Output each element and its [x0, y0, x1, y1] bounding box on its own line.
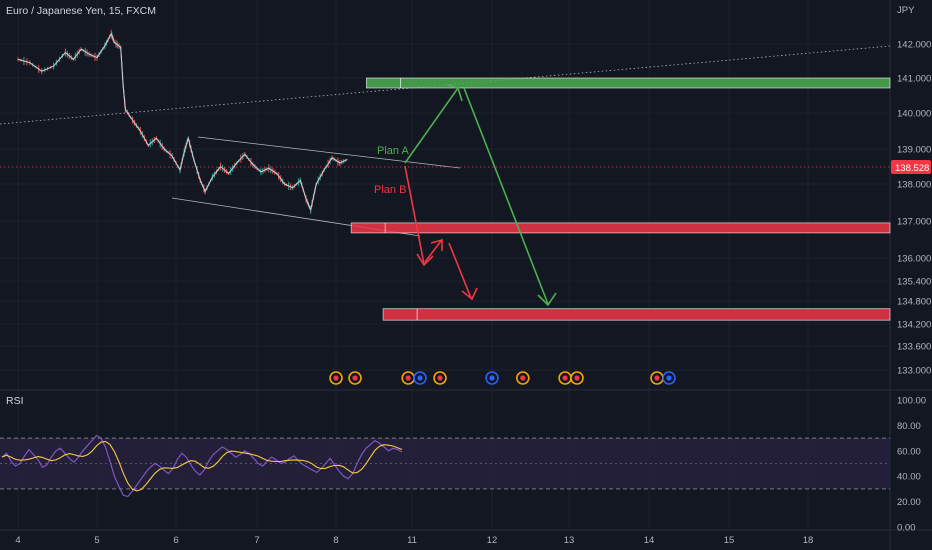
- rsi-axis[interactable]: 100.00 80.00 60.00 40.00 20.00 0.00: [897, 396, 926, 534]
- rsi-label: RSI: [6, 395, 24, 407]
- price-tick-label: 136.000: [897, 254, 931, 265]
- rsi-tick-label: 100.00: [897, 396, 926, 407]
- event-marker-dot: [654, 375, 660, 381]
- price-tick-label: 139.000: [897, 145, 931, 156]
- rsi-tick-label: 80.00: [897, 421, 921, 432]
- demand-zone[interactable]: [382, 308, 891, 321]
- event-marker-dot: [666, 375, 672, 381]
- plan-a-arrows: [404, 83, 557, 307]
- plan-b-arrow-2: [424, 240, 442, 263]
- price-tick-label: 135.400: [897, 277, 931, 288]
- price-tick-label: 142.000: [897, 40, 931, 51]
- price-line: [17, 32, 348, 212]
- rsi-tick-label: 0.00: [897, 523, 916, 534]
- event-marker-dot: [417, 375, 423, 381]
- plan-b-arrow-1-head: [416, 253, 434, 267]
- plan-b-arrow-3-head: [461, 287, 478, 301]
- price-tick-label: 140.000: [897, 109, 931, 120]
- price-tick-label: 137.000: [897, 217, 931, 228]
- time-tick-label: 8: [333, 535, 338, 546]
- plan-a-arrow-up-head: [444, 83, 463, 102]
- rsi-ma-line: [1, 440, 403, 492]
- plan-a-arrow-down-head: [537, 292, 557, 307]
- rsi-tick-label: 40.00: [897, 472, 921, 483]
- event-marker-dot: [437, 375, 443, 381]
- upper-trendline: [0, 45, 891, 125]
- plan-b-arrow-3: [448, 242, 472, 299]
- supply-zone[interactable]: [365, 77, 891, 89]
- event-marker-dot: [520, 375, 526, 381]
- price-axis[interactable]: JPY 142.000 141.000 140.000 139.000 138.000 1…: [897, 5, 931, 377]
- plan-b-label: Plan B: [374, 184, 406, 196]
- time-tick-label: 6: [173, 535, 178, 546]
- plan-b-arrow-2-head: [430, 238, 443, 251]
- event-markers[interactable]: [329, 371, 676, 385]
- price-tick-label: 141.000: [897, 74, 931, 85]
- last-price-badge-bg: [891, 160, 931, 174]
- plan-a-label: Plan A: [377, 145, 409, 157]
- demand-zone[interactable]: [350, 222, 891, 234]
- event-marker-dot: [405, 375, 411, 381]
- chart-title: Euro / Japanese Yen, 15, FXCM: [6, 5, 156, 17]
- price-tick-label: 138.000: [897, 180, 931, 191]
- time-tick-label: 11: [407, 535, 417, 546]
- time-tick-label: 12: [487, 535, 498, 546]
- time-tick-label: 4: [15, 535, 20, 546]
- time-axis[interactable]: 4 5 6 7 8 11 12 13 14 15 18: [15, 535, 813, 546]
- time-tick-label: 5: [94, 535, 99, 546]
- price-tick-label: 133.000: [897, 366, 931, 377]
- currency-label: JPY: [897, 5, 915, 16]
- time-tick-label: 18: [803, 535, 814, 546]
- time-tick-label: 7: [254, 535, 259, 546]
- event-marker-dot: [489, 375, 495, 381]
- price-tick-label: 134.800: [897, 297, 931, 308]
- time-tick-label: 15: [724, 535, 735, 546]
- rsi-tick-label: 20.00: [897, 497, 921, 508]
- event-marker-dot: [352, 375, 358, 381]
- event-marker-dot: [562, 375, 568, 381]
- channel-top-line: [197, 136, 461, 169]
- price-tick-label: 133.600: [897, 342, 931, 353]
- rsi-pane: RSI: [0, 395, 890, 498]
- time-tick-label: 13: [564, 535, 575, 546]
- event-marker-dot: [574, 375, 580, 381]
- price-pane: Plan A Plan B Euro / Japanese Yen, 15, F…: [0, 5, 891, 385]
- event-marker-dot: [333, 375, 339, 381]
- rsi-tick-label: 60.00: [897, 446, 921, 457]
- price-tick-label: 134.200: [897, 320, 931, 331]
- plan-b-arrows: [404, 165, 478, 301]
- time-tick-label: 14: [644, 535, 655, 546]
- plan-a-arrow-down: [463, 87, 549, 305]
- last-price-badge-text: 138.528: [895, 163, 929, 174]
- plan-b-arrow-1: [404, 165, 425, 265]
- last-price-badge: 138.528: [891, 160, 931, 174]
- zones: [350, 77, 891, 321]
- plan-a-arrow-up: [404, 87, 459, 164]
